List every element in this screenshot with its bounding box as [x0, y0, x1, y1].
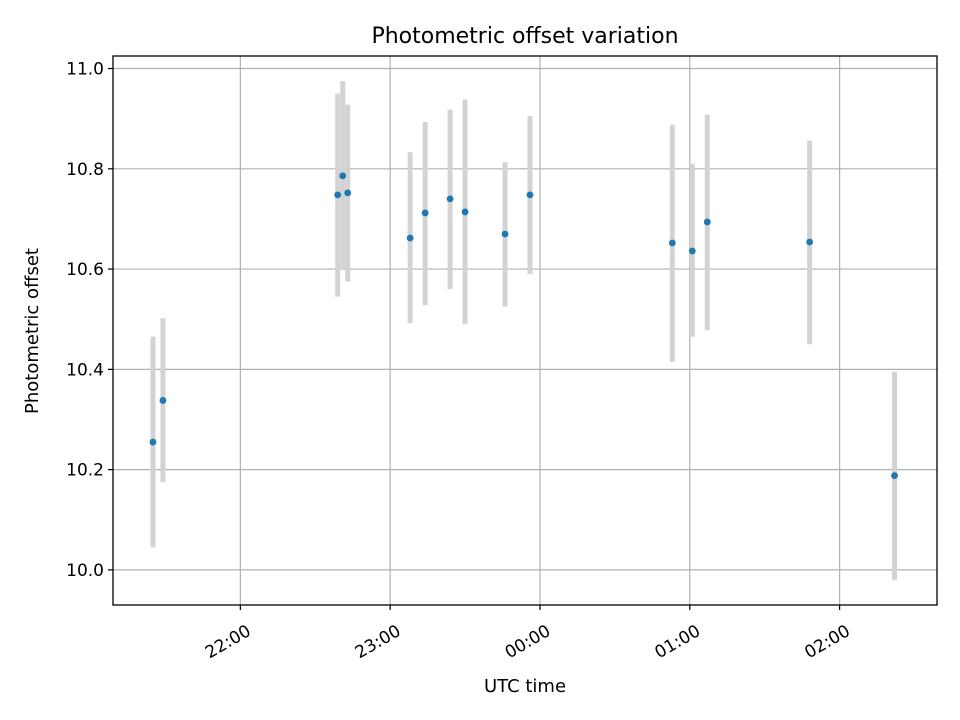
data-point [501, 230, 509, 238]
data-point [461, 208, 469, 216]
plot-frame [112, 55, 938, 606]
data-point [149, 438, 157, 446]
data-point [339, 172, 347, 180]
ticks: 22:00 23:00 00:00 01:00 02:00 10.0 10.2 10.4 10.… [66, 60, 854, 664]
data-point [334, 191, 342, 199]
data-point [446, 195, 454, 203]
y-tick-label: 10.8 [66, 160, 104, 180]
data-point [421, 209, 429, 217]
y-axis-label: Photometric offset [22, 248, 43, 414]
grid-layer [113, 56, 937, 605]
y-tick-label: 10.0 [66, 561, 104, 581]
data-point [891, 472, 898, 480]
data-point [806, 238, 814, 246]
data-point [159, 397, 167, 404]
x-tick-label: 02:00 [801, 621, 853, 663]
x-tick-label: 22:00 [202, 621, 254, 663]
y-tick-label: 10.4 [66, 360, 104, 380]
data-point [344, 189, 352, 197]
data-point [406, 234, 414, 242]
x-axis-label: UTC time [484, 676, 566, 697]
data-points [149, 172, 898, 480]
error-bars [150, 81, 898, 580]
y-tick-label: 10.2 [66, 461, 104, 481]
x-tick-label: 23:00 [352, 621, 404, 663]
data-point [526, 191, 534, 199]
data-point [668, 239, 676, 247]
x-tick-label: 00:00 [502, 621, 554, 663]
y-tick-label: 11.0 [66, 60, 104, 80]
chart-title: Photometric offset variation [371, 24, 678, 49]
y-tick-label: 10.6 [66, 260, 104, 280]
x-tick-label: 01:00 [652, 621, 704, 663]
data-point [688, 247, 696, 255]
data-point [703, 218, 711, 226]
